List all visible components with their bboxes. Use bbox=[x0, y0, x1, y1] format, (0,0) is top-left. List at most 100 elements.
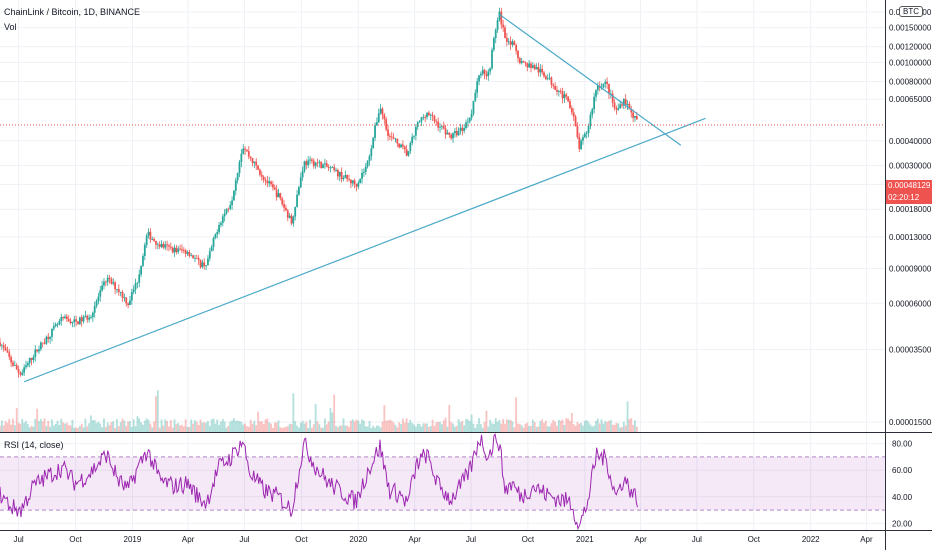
volume-bar bbox=[132, 419, 135, 432]
candle-body bbox=[337, 169, 339, 177]
volume-bar bbox=[279, 427, 282, 432]
candle-body bbox=[54, 324, 57, 327]
candle-body bbox=[225, 208, 228, 214]
candle-body bbox=[617, 108, 620, 110]
time-tick-label: Jul bbox=[466, 535, 476, 544]
price-tick-label: 0.00100000 bbox=[889, 58, 932, 67]
price-tick-label: 0.00040000 bbox=[889, 137, 932, 146]
candle-body bbox=[414, 126, 417, 136]
volume-bar bbox=[203, 422, 206, 432]
candle-body bbox=[177, 248, 180, 253]
candle-body bbox=[86, 315, 89, 320]
candle-body bbox=[179, 248, 181, 250]
candle-body bbox=[73, 319, 76, 323]
volume-bar bbox=[522, 427, 525, 432]
candle-body bbox=[77, 321, 79, 325]
rsi-title[interactable]: RSI (14, close) bbox=[4, 440, 64, 450]
symbol-title[interactable]: ChainLink / Bitcoin, 1D, BINANCE bbox=[4, 7, 141, 17]
volume-bar bbox=[201, 422, 204, 432]
candle-body bbox=[632, 112, 635, 118]
volume-bar bbox=[123, 420, 126, 432]
volume-bar bbox=[543, 422, 545, 432]
volume-bar bbox=[401, 418, 404, 432]
volume-bar bbox=[622, 421, 625, 432]
candle-body bbox=[75, 319, 78, 322]
candle-body bbox=[28, 358, 31, 364]
candle-body bbox=[259, 169, 261, 175]
countdown-tag: 02:20:12 bbox=[886, 192, 932, 204]
volume-bar bbox=[548, 426, 551, 432]
volume-bar bbox=[530, 425, 532, 432]
volume-bar bbox=[350, 420, 352, 432]
volume-bar bbox=[504, 423, 506, 432]
volume-bar bbox=[489, 419, 492, 432]
candle-body bbox=[552, 84, 555, 87]
candle-body bbox=[596, 85, 599, 91]
candle-body bbox=[242, 148, 245, 154]
candle-body bbox=[364, 166, 367, 172]
candle-body bbox=[463, 127, 466, 131]
trendlines[interactable] bbox=[23, 13, 706, 383]
volume-bar bbox=[318, 424, 321, 432]
candles bbox=[0, 7, 638, 378]
volume-bar bbox=[526, 422, 529, 432]
candle-body bbox=[522, 61, 525, 63]
volume-bar bbox=[162, 425, 165, 432]
volume-bar bbox=[160, 419, 163, 432]
volume-bar bbox=[589, 424, 592, 432]
candle-body bbox=[524, 62, 527, 64]
candle-body bbox=[142, 255, 144, 266]
candle-body bbox=[537, 67, 540, 73]
volume-bar bbox=[407, 422, 410, 432]
candle-body bbox=[175, 247, 178, 253]
volume-bar bbox=[507, 419, 510, 432]
volume-bar bbox=[225, 427, 228, 432]
candle-body bbox=[630, 109, 633, 113]
volume-bar bbox=[0, 420, 3, 432]
volume-bar bbox=[431, 419, 434, 432]
volume-bar bbox=[242, 424, 245, 432]
volume-bar bbox=[270, 423, 272, 432]
price-tick-label: 0.00030000 bbox=[889, 161, 932, 170]
volume-bar bbox=[210, 419, 213, 432]
candle-body bbox=[129, 300, 131, 306]
volume-bar bbox=[446, 426, 449, 432]
candle-body bbox=[322, 164, 324, 169]
candle-body bbox=[388, 135, 391, 137]
candle-body bbox=[270, 181, 272, 185]
volume-bar bbox=[634, 420, 636, 432]
volume-bar bbox=[41, 421, 44, 432]
volume-bar bbox=[253, 420, 256, 432]
volume-bar bbox=[238, 421, 241, 432]
volume-bar bbox=[272, 427, 274, 432]
candle-body bbox=[531, 65, 534, 68]
volume-bar bbox=[455, 425, 458, 432]
volume-bar bbox=[437, 421, 440, 432]
volume-bar bbox=[127, 421, 130, 432]
price-tick-label: 0.00001500 bbox=[889, 418, 932, 427]
candle-body bbox=[320, 161, 323, 169]
candle-body bbox=[6, 350, 9, 353]
volume-bar bbox=[138, 418, 141, 432]
candle-body bbox=[143, 244, 146, 256]
volume-bar bbox=[227, 425, 230, 432]
price-axis[interactable]: 0.001800000.001500000.001200000.00100000… bbox=[889, 8, 932, 427]
rsi-tick-label: 40.00 bbox=[892, 493, 913, 502]
time-tick-label: Oct bbox=[295, 535, 308, 544]
candle-body bbox=[32, 356, 35, 360]
currency-badge[interactable]: BTC bbox=[899, 6, 923, 17]
candle-body bbox=[565, 94, 568, 97]
time-tick-label: 2021 bbox=[576, 535, 594, 544]
candle-body bbox=[158, 244, 161, 247]
candle-body bbox=[498, 11, 501, 21]
time-tick-label: 2020 bbox=[349, 535, 367, 544]
candle-body bbox=[424, 117, 427, 118]
volume-bar bbox=[143, 420, 146, 432]
candle-body bbox=[392, 137, 395, 139]
time-axis[interactable]: Jul Oct 2019 Apr Jul Oct 2020 Apr Jul Oct 2021 Apr J… bbox=[13, 535, 873, 544]
volume-bar bbox=[285, 426, 287, 432]
volume-bar bbox=[422, 423, 425, 432]
candle-body bbox=[550, 77, 553, 85]
volume-bar bbox=[481, 427, 484, 432]
